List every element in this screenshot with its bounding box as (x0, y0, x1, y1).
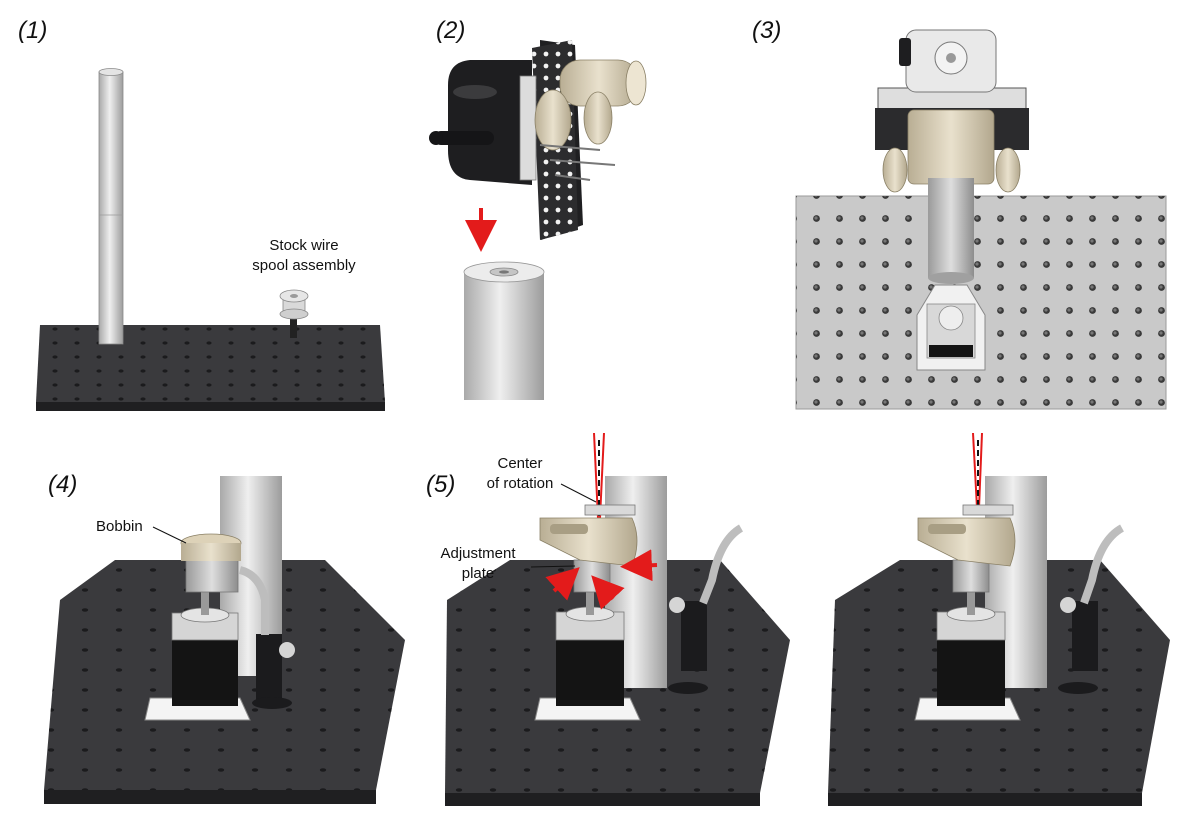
stepper-motor-5 (534, 606, 641, 721)
laser-beam-6 (972, 432, 983, 510)
bobbin-6 (952, 559, 990, 615)
vertical-post (98, 68, 124, 345)
bobbin-4 (180, 533, 242, 615)
bobbin-leader-line (152, 526, 187, 544)
panel-5: (5) (426, 432, 790, 806)
adjust-arrow-left (545, 567, 580, 601)
callout-bobbin: Bobbin (96, 518, 143, 535)
adjust-arrow-bottom (591, 575, 625, 610)
stock-wire-spool (279, 289, 309, 338)
step-label-5: (5) (426, 471, 455, 498)
post-top (463, 261, 545, 400)
center-leader-line (560, 483, 597, 503)
top-view-head (875, 29, 1029, 284)
post-clamp (429, 60, 532, 185)
adjust-leader-line (530, 565, 576, 568)
post-holder-5 (668, 524, 744, 694)
step-label-4: (4) (48, 471, 77, 498)
panel-4: (4) Bobbin (44, 471, 405, 804)
step-label-1: (1) (18, 17, 47, 44)
top-view-motor (916, 284, 986, 371)
panel-3: (3) (752, 17, 1167, 410)
callout-center-line1: Center (497, 455, 542, 472)
step-label-3: (3) (752, 17, 781, 44)
post-holder-4 (238, 566, 295, 709)
panel-2: (2) (429, 17, 647, 400)
adjust-arrow-right (620, 549, 658, 582)
step-label-2: (2) (436, 17, 465, 44)
stepper-motor-6 (914, 606, 1021, 721)
wire-feeder-head (519, 59, 647, 181)
callout-adjust-line2: plate (462, 565, 495, 582)
panel-6 (828, 432, 1170, 806)
adjustment-plate-6 (917, 504, 1016, 567)
top-view-breadboard (795, 195, 1167, 410)
callout-spool-line1: Stock wire (269, 237, 338, 254)
laser-beam-5 (593, 432, 605, 520)
post-holder-6 (1058, 524, 1125, 694)
adjustment-plate-5 (539, 504, 638, 567)
breadboard-1 (36, 325, 385, 411)
panel-1: (1) Stock wire spool assembly (18, 17, 385, 411)
callout-spool-line2: spool assembly (252, 257, 356, 274)
callout-adjust-line1: Adjustment (440, 545, 516, 562)
callout-center-line2: of rotation (487, 475, 554, 492)
